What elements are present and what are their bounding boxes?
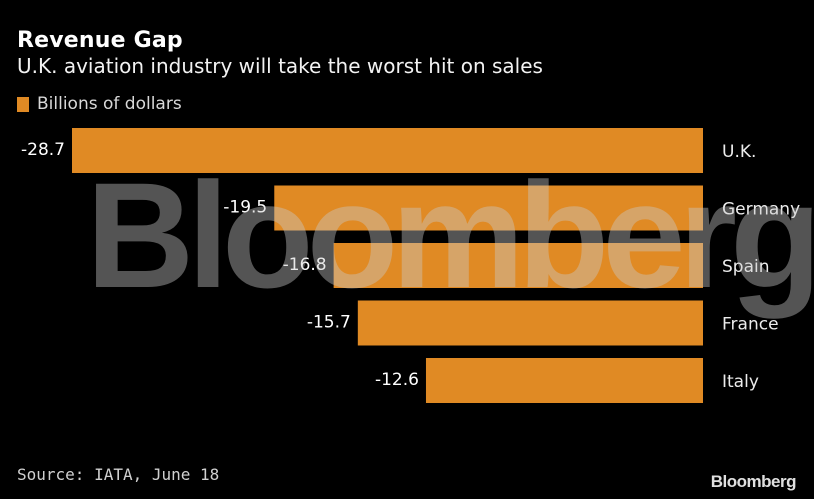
data-label: -19.5 [223, 198, 267, 218]
category-label: Germany [722, 200, 800, 220]
chart-title: Revenue Gap [17, 28, 183, 53]
data-label: -15.7 [307, 313, 351, 333]
category-labels-group: U.K. Germany Spain France Italy [722, 142, 800, 392]
bar-spain [333, 243, 703, 288]
bar-france [357, 300, 703, 346]
legend-swatch [17, 96, 29, 112]
chart-subtitle: U.K. aviation industry will take the wor… [17, 54, 543, 78]
category-label: Italy [722, 372, 759, 392]
bar-uk [72, 128, 703, 173]
brand-logo: Bloomberg [710, 472, 797, 491]
value-labels-group: -28.7 -19.5 -16.8 -15.7 -12.6 [21, 140, 419, 390]
bar-germany [274, 185, 703, 231]
category-label: U.K. [722, 142, 756, 162]
bars-group [72, 128, 703, 403]
data-label: -16.8 [283, 255, 327, 275]
data-label: -28.7 [21, 140, 65, 160]
legend-label: Billions of dollars [37, 94, 182, 114]
bar-italy [425, 358, 703, 403]
source-note: Source: IATA, June 18 [17, 465, 220, 484]
data-label: -12.6 [375, 370, 419, 390]
category-label: Spain [722, 257, 770, 277]
legend: Billions of dollars [17, 94, 182, 114]
category-label: France [722, 315, 779, 335]
